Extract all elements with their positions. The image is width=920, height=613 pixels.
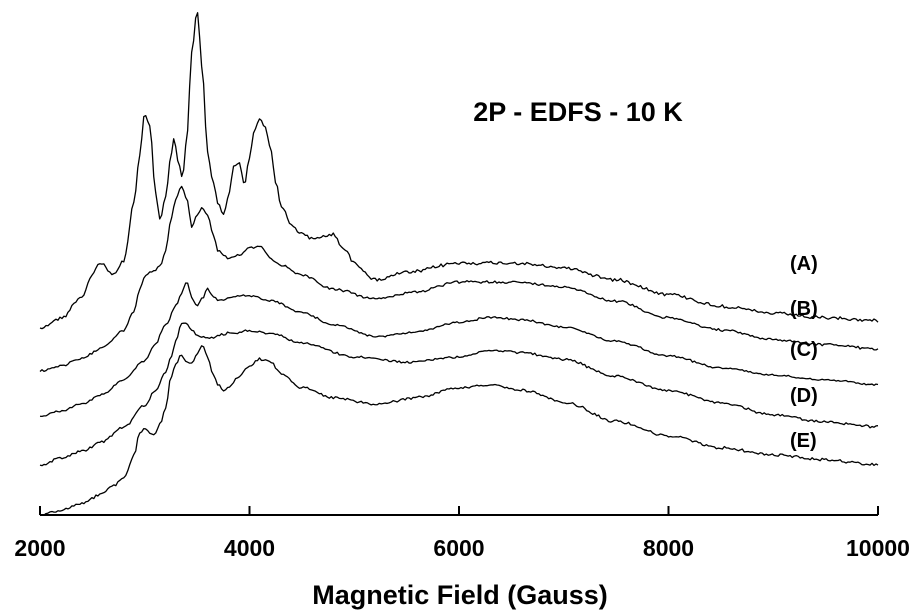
x-tick-label: 8000: [643, 535, 694, 561]
trace-group: [39, 12, 879, 517]
x-tick-group: 2000 4000 6000 8000 10000: [14, 506, 910, 561]
series-label: (B): [790, 298, 818, 320]
series-line: [39, 282, 879, 418]
series-label-group: (A) (B) (C) (D) (E): [790, 253, 818, 452]
x-tick-label: 2000: [14, 535, 65, 561]
x-axis-label: Magnetic Field (Gauss): [312, 580, 608, 610]
series-line: [39, 345, 879, 517]
series-line: [39, 322, 879, 467]
series-line: [39, 185, 879, 372]
chart-title: 2P - EDFS - 10 K: [473, 97, 683, 127]
x-tick-label: 10000: [846, 535, 910, 561]
series-line: [39, 12, 879, 330]
series-label: (E): [790, 430, 817, 452]
series-label: (D): [790, 385, 818, 407]
x-tick-label: 6000: [433, 535, 484, 561]
x-tick-label: 4000: [224, 535, 275, 561]
series-label: (A): [790, 253, 818, 275]
series-label: (C): [790, 339, 818, 361]
